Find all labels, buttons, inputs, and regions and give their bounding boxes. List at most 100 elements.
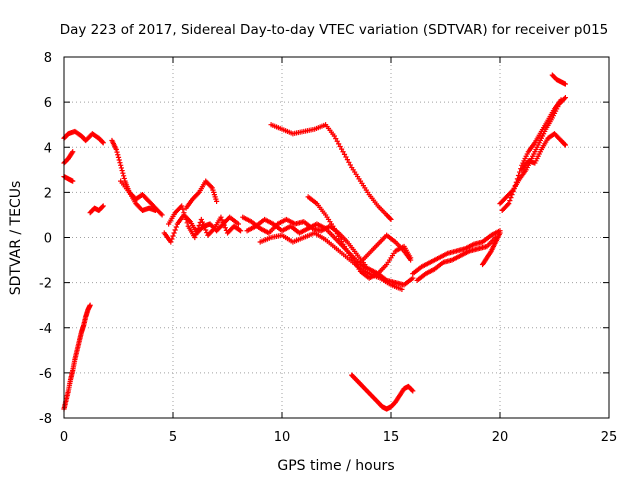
- data-point: [152, 207, 159, 214]
- chart-title: Day 223 of 2017, Sidereal Day-to-day VTE…: [60, 22, 609, 38]
- data-point: [172, 227, 178, 233]
- data-point: [333, 228, 339, 234]
- data-point: [337, 236, 343, 242]
- data-point: [208, 184, 214, 190]
- data-point: [334, 231, 340, 237]
- data-point: [338, 239, 345, 245]
- data-point: [181, 210, 187, 216]
- data-point: [100, 203, 106, 209]
- data-point: [388, 216, 394, 223]
- data-point: [221, 222, 227, 228]
- series-track-early-high: [61, 128, 106, 146]
- x-tick-label: 25: [601, 430, 618, 445]
- x-tick-label: 20: [492, 430, 509, 445]
- data-point: [202, 224, 208, 230]
- data-point: [331, 133, 337, 139]
- series-track-16h: [410, 228, 503, 277]
- series-track-rise-0h: [61, 302, 93, 412]
- data-point: [562, 81, 568, 87]
- x-tick-label: 5: [169, 430, 177, 445]
- y-tick-label: -6: [39, 367, 52, 382]
- data-point: [399, 286, 405, 292]
- data-point: [509, 192, 515, 198]
- data-point: [120, 173, 127, 179]
- data-point: [99, 139, 106, 145]
- series-track-16h-b: [414, 234, 499, 283]
- data-point: [514, 176, 521, 182]
- data-point: [218, 214, 224, 220]
- series-track-6h: [183, 178, 220, 211]
- data-point: [222, 225, 228, 231]
- data-point: [562, 141, 568, 147]
- data-point: [116, 157, 122, 163]
- y-tick-label: -4: [39, 322, 52, 337]
- data-point: [198, 216, 204, 223]
- series-track-10h-high: [268, 122, 394, 223]
- data-point: [114, 149, 120, 155]
- data-point: [558, 97, 564, 103]
- y-axis-label: SDTVAR / TECUs: [8, 181, 24, 296]
- data-point: [169, 236, 175, 242]
- data-point: [336, 141, 342, 147]
- x-tick-label: 15: [383, 430, 400, 445]
- data-point: [100, 140, 106, 146]
- data-point: [182, 213, 188, 219]
- plot-frame: [63, 56, 610, 419]
- data-point: [194, 228, 200, 235]
- data-point: [343, 154, 349, 160]
- data-point: [487, 249, 494, 255]
- y-tick-label: -2: [39, 277, 52, 292]
- data-point: [508, 195, 514, 201]
- data-point: [408, 257, 414, 263]
- data-point: [506, 201, 512, 207]
- data-point: [410, 388, 416, 394]
- data-point: [171, 230, 177, 236]
- x-tick-label: 10: [274, 430, 291, 445]
- data-point: [69, 150, 75, 156]
- data-point: [173, 224, 179, 230]
- data-point: [70, 178, 76, 184]
- data-point: [561, 96, 567, 102]
- data-point: [168, 239, 174, 245]
- data-point: [210, 227, 216, 233]
- data-point: [70, 149, 76, 155]
- data-point: [235, 221, 241, 227]
- data-point: [159, 212, 165, 218]
- data-point: [193, 231, 199, 238]
- data-point: [515, 172, 522, 179]
- data-point: [179, 203, 185, 209]
- series-track-20h: [497, 95, 568, 207]
- series-track-5h-b: [166, 203, 244, 241]
- data-point: [409, 387, 415, 393]
- data-point: [158, 211, 164, 217]
- series-track-1h: [87, 203, 106, 216]
- data-point: [183, 216, 189, 223]
- data-point: [337, 143, 343, 150]
- data-point: [113, 146, 119, 153]
- data-point: [513, 179, 519, 185]
- series-track-19h: [479, 230, 503, 268]
- data-point: [200, 222, 207, 228]
- data-point: [219, 217, 225, 223]
- data-point: [118, 162, 124, 168]
- data-point: [117, 160, 123, 166]
- data-point: [562, 142, 568, 148]
- series-track-early-mid: [61, 173, 76, 184]
- data-point: [170, 233, 176, 239]
- data-point: [336, 233, 342, 239]
- data-point: [512, 183, 518, 189]
- data-point: [99, 204, 106, 210]
- series-track-22h: [549, 72, 568, 87]
- data-point: [195, 225, 201, 232]
- data-point: [214, 198, 220, 204]
- series-track-3h: [118, 178, 159, 214]
- ticks: 0 5 10 15 20 25 -8 -6 -4 -2 0 2 4 6 8: [39, 51, 617, 445]
- data-point: [333, 136, 339, 142]
- data-point: [341, 151, 348, 157]
- data-point: [387, 216, 393, 222]
- data-point: [410, 275, 416, 281]
- data-point: [195, 190, 201, 197]
- data-point: [331, 225, 337, 232]
- data-point: [346, 159, 352, 165]
